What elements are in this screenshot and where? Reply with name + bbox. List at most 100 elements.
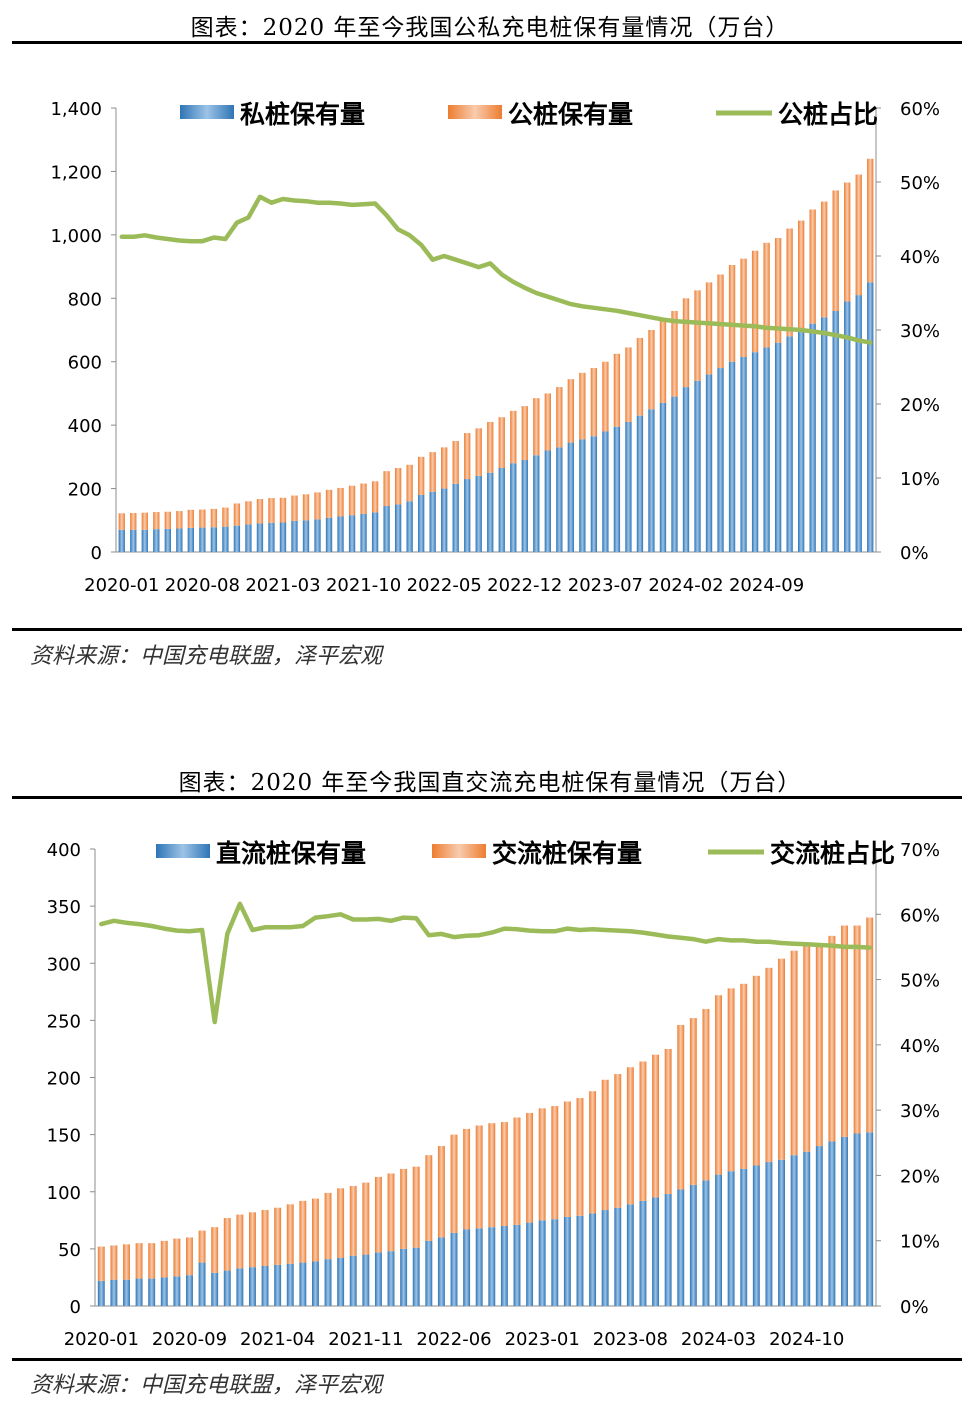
bar-bottom (463, 1229, 471, 1306)
bar-bottom (441, 488, 448, 552)
y-tick-label-left: 1,400 (50, 99, 102, 120)
bar-top (160, 1240, 168, 1278)
y-tick-label-right: 50% (900, 971, 940, 992)
bar-top (337, 487, 344, 517)
bar-top (210, 508, 218, 528)
bar-bottom (717, 368, 724, 552)
bar-top (677, 1024, 685, 1190)
bar-bottom (222, 526, 229, 552)
bar-top (141, 512, 148, 530)
bar-bottom (828, 1141, 836, 1306)
bar-bottom (429, 491, 436, 552)
bar-bottom (727, 1171, 735, 1306)
y-tick-label-right: 30% (900, 321, 940, 342)
bar-bottom (148, 1278, 156, 1306)
bar-bottom (400, 1248, 408, 1306)
bar-top (728, 264, 736, 362)
bar-bottom (417, 494, 425, 552)
bar-top (652, 1054, 660, 1198)
bar-bottom (97, 1280, 105, 1306)
bar-bottom (311, 1261, 319, 1306)
chart-panel-2: 图表：2020 年至今我国直交流充电桩保有量情况（万台） 0 50 100 150 20… (0, 755, 980, 1410)
legend-swatch (432, 844, 486, 858)
y-tick-label-left: 400 (47, 840, 81, 861)
bar-top (809, 209, 816, 324)
bar-top (613, 353, 621, 427)
bar-top (400, 1168, 408, 1249)
bar-top (299, 1200, 307, 1263)
bar-bottom (135, 1278, 143, 1306)
bar-top (222, 507, 229, 527)
bar-top (533, 398, 540, 456)
bar-bottom (123, 1279, 130, 1306)
bar-bottom (164, 528, 171, 552)
bar-top (717, 274, 724, 369)
bar-top (198, 1230, 206, 1263)
y-tick-label-left: 600 (68, 353, 102, 374)
bar-top (337, 1188, 345, 1259)
bar-bottom (551, 1219, 559, 1306)
y-tick-label-right: 0% (900, 543, 929, 564)
line-series (99, 901, 872, 1025)
bar-bottom (387, 1251, 395, 1306)
bar-top (199, 509, 206, 528)
x-tick-label: 2022-06 (416, 1329, 491, 1350)
bar-top (639, 1061, 647, 1201)
bar-top (786, 228, 793, 337)
bar-top (498, 417, 505, 468)
bar-top (579, 372, 586, 440)
bar-bottom (488, 1227, 496, 1306)
bar-bottom (763, 347, 770, 552)
bar-top (705, 282, 713, 375)
bar-bottom (797, 331, 805, 552)
bar-top (223, 1218, 231, 1271)
bar-bottom (437, 1237, 445, 1306)
bar-bottom (199, 527, 206, 552)
bar-top (148, 1243, 156, 1279)
bar-top (844, 182, 851, 302)
bar-bottom (291, 520, 298, 552)
y-tick-label-left: 50 (58, 1240, 81, 1261)
bar-bottom (659, 402, 667, 552)
bar-top (274, 1207, 282, 1265)
bar-bottom (360, 513, 367, 552)
bar-bottom (211, 1272, 219, 1306)
y-tick-label-right: 40% (900, 1036, 940, 1057)
bar-bottom (866, 1132, 874, 1306)
bar-bottom (510, 463, 517, 552)
bar-bottom (425, 1240, 433, 1306)
bar-bottom (256, 523, 264, 552)
x-tick-label: 2020-01 (64, 1329, 139, 1350)
bar-top (671, 310, 678, 397)
bar-top (110, 1245, 118, 1280)
bar-top (803, 943, 811, 1152)
bar-bottom (774, 342, 782, 552)
x-tick-label: 2024-02 (648, 575, 723, 596)
bar-top (614, 1074, 622, 1208)
bar-bottom (648, 409, 655, 552)
bar-bottom (614, 1207, 622, 1306)
bar-bottom (602, 431, 609, 552)
bar-top (689, 1018, 697, 1185)
bar-top (256, 499, 264, 524)
bar-top (286, 1204, 294, 1264)
bar-top (828, 935, 836, 1142)
y-tick-label-left: 250 (47, 1011, 81, 1032)
y-tick-label-left: 100 (47, 1183, 81, 1204)
bar-top (245, 501, 252, 525)
bar-bottom (302, 520, 310, 552)
bar-bottom (383, 506, 390, 552)
bar-bottom (198, 1262, 206, 1306)
bar-bottom (694, 380, 701, 552)
bar-top (694, 290, 701, 381)
bar-top (702, 1008, 710, 1181)
bar-bottom (664, 1194, 672, 1306)
bottom-rule (12, 628, 962, 631)
x-tick-label: 2023-01 (505, 1329, 580, 1350)
bar-top (311, 1198, 319, 1262)
bar-bottom (576, 1215, 584, 1306)
x-tick-label: 2024-09 (729, 575, 804, 596)
bar-top (360, 483, 367, 514)
x-tick-label: 2021-11 (328, 1329, 403, 1350)
x-tick-label: 2021-10 (326, 575, 401, 596)
